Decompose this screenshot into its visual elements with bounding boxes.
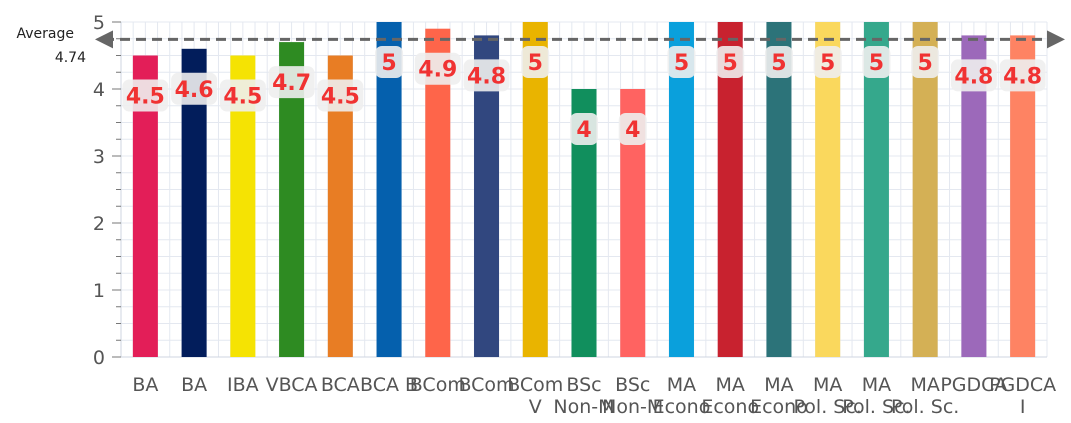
category-label: Econo — [653, 396, 711, 418]
category-label: Pol. Sc. — [842, 396, 910, 418]
category-label: Pol. Sc. — [891, 396, 959, 418]
value-label: 4.7 — [272, 71, 311, 96]
category-label: V — [529, 396, 542, 418]
value-label: 4.5 — [223, 85, 262, 110]
value-label: 4.6 — [175, 78, 214, 103]
category-label: MA — [862, 374, 891, 396]
value-label-background — [950, 59, 997, 92]
value-labels: 4.5 4.6 4.5 4.7 4.5 5 4.9 4.8 5 4 4 5 5 5 5 5 5 4.8 4.8 — [122, 46, 1046, 145]
value-label-background — [317, 79, 364, 112]
category-label: Pol. Sc. — [794, 396, 862, 418]
value-label: 5 — [820, 51, 835, 76]
category-label: BCom — [458, 374, 514, 396]
value-label-background — [999, 59, 1046, 92]
value-label: 5 — [381, 51, 396, 76]
value-label: 4 — [576, 118, 591, 143]
value-label-background — [219, 79, 266, 112]
value-label-background — [171, 72, 218, 105]
value-label-background — [414, 52, 461, 85]
value-label: 4.5 — [321, 85, 360, 110]
category-labels: BA BA IBA VBCA BCA BCA BBComBComBComVBScNon-M… — [132, 374, 1056, 418]
value-label: 4.8 — [467, 64, 506, 89]
value-label: 5 — [771, 51, 786, 76]
category-label: Econo — [750, 396, 808, 418]
value-label: 4.8 — [1003, 64, 1042, 89]
value-label: 5 — [918, 51, 933, 76]
category-label: BA — [132, 374, 158, 396]
value-label-background — [764, 46, 793, 78]
value-label-background — [813, 46, 842, 78]
value-label-background — [667, 46, 696, 78]
value-label-background — [375, 46, 404, 78]
y-tick-label: 1 — [93, 280, 105, 302]
value-label-background — [268, 66, 315, 99]
category-label: BCA B — [360, 374, 418, 396]
y-tick-label: 0 — [93, 347, 105, 369]
value-label: 5 — [869, 51, 884, 76]
category-label: Non-M — [553, 396, 614, 418]
y-tick-label: 3 — [93, 146, 105, 168]
category-label: Non-M — [602, 396, 663, 418]
average-line-group: Average 4.74 — [17, 26, 1065, 66]
category-label: BA — [181, 374, 207, 396]
average-label: Average — [17, 26, 75, 42]
category-label: MA — [667, 374, 696, 396]
value-label: 4.9 — [418, 58, 457, 83]
value-label-background — [911, 46, 940, 78]
category-label: BCom — [410, 374, 466, 396]
value-label-background — [618, 113, 647, 145]
value-label-background — [862, 46, 891, 78]
value-label: 5 — [723, 51, 738, 76]
category-label: MA — [716, 374, 745, 396]
value-label: 5 — [674, 51, 689, 76]
category-label: BSc — [566, 374, 601, 396]
value-label-background — [521, 46, 550, 78]
category-label: I — [1020, 396, 1026, 418]
value-label-background — [716, 46, 745, 78]
y-tick-label: 2 — [93, 213, 105, 235]
value-label: 5 — [528, 51, 543, 76]
value-label: 4.5 — [126, 85, 165, 110]
category-label: BCA — [321, 374, 360, 396]
value-label-background — [122, 79, 169, 112]
category-label: VBCA — [266, 374, 318, 396]
value-label-background — [570, 113, 598, 145]
y-tick-label: 4 — [93, 79, 105, 101]
y-tick-label: 5 — [93, 12, 105, 34]
value-label: 4.8 — [954, 64, 993, 89]
category-label: PGDCA — [940, 374, 1007, 396]
category-label: MA — [764, 374, 793, 396]
average-value-label: 4.74 — [55, 50, 86, 66]
category-label: IBA — [227, 374, 259, 396]
value-label: 4 — [625, 118, 640, 143]
category-label: BSc — [615, 374, 650, 396]
category-label: PGDCA — [989, 374, 1056, 396]
category-label: MA — [813, 374, 842, 396]
value-label-background — [463, 59, 510, 92]
category-label: BCom — [507, 374, 563, 396]
category-label: MA — [910, 374, 939, 396]
category-label: Econo — [701, 396, 759, 418]
